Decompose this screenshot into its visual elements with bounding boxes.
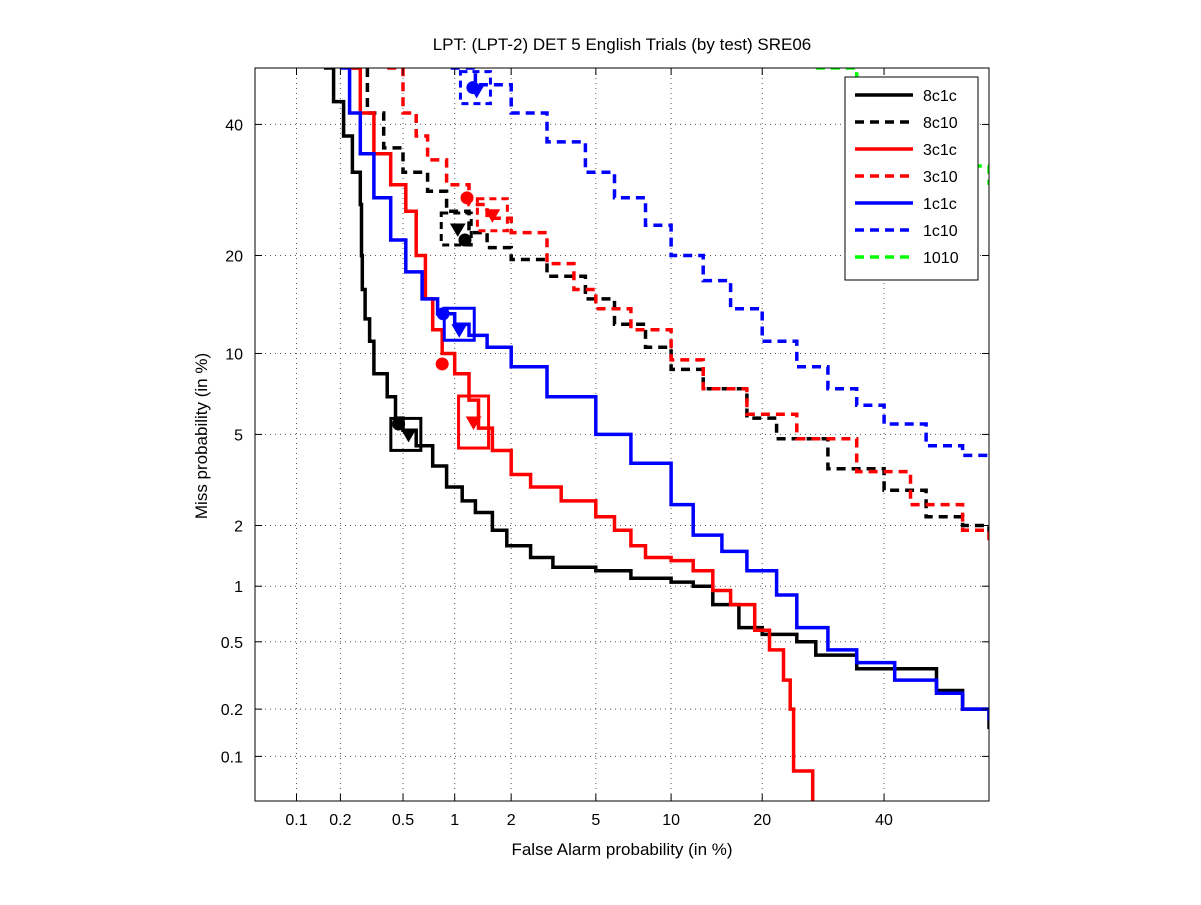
y-tick-label: 40 (225, 117, 243, 134)
legend-label-3c10: 3c10 (923, 169, 958, 186)
act-dcf-marker-1c1c (451, 324, 468, 338)
min-dcf-marker-8c10 (458, 233, 472, 247)
act-dcf-marker-1c10 (468, 84, 485, 99)
series-line-8c10 (352, 68, 989, 533)
act-dcf-marker-3c1c (465, 416, 482, 431)
axis-ticks: 0.1 0.2 0.5 1 2 5 10 20 40 0.1 0.2 0.5 1 2 5 10 20 40 (221, 68, 989, 829)
series-layer (323, 68, 989, 801)
legend-label-8c10: 8c10 (923, 115, 958, 132)
x-tick-label: 40 (875, 812, 893, 829)
legend-label-3c1c: 3c1c (923, 142, 957, 159)
legend-label-8c1c: 8c1c (923, 88, 957, 105)
act-dcf-marker-8c10 (449, 223, 466, 237)
series-line-1c10 (450, 68, 989, 458)
legend: 8c1c 8c10 3c1c 3c10 1c1c 1c10 1010 (844, 76, 979, 281)
dcf-box-3c1c (457, 394, 491, 450)
y-tick-label: 2 (234, 518, 243, 535)
y-tick-label: 20 (225, 248, 243, 265)
y-tick-label: 10 (225, 346, 243, 363)
x-tick-label: 5 (591, 812, 600, 829)
act-dcf-marker-3c10 (484, 209, 501, 223)
y-tick-label: 1 (234, 579, 243, 596)
chart-title: LPT: (LPT-2) DET 5 English Trials (by te… (433, 35, 812, 54)
series-line-1c1c (340, 68, 989, 721)
x-tick-label: 10 (662, 812, 680, 829)
legend-label-1010: 1010 (923, 250, 959, 267)
y-tick-label: 5 (234, 427, 243, 444)
y-tick-label: 0.2 (221, 702, 243, 719)
series-line-3c1c (349, 68, 815, 801)
grid-lines (255, 68, 989, 801)
min-dcf-marker-3c10 (460, 191, 474, 205)
x-tick-label: 0.1 (285, 812, 307, 829)
min-dcf-marker-3c1c (435, 357, 449, 371)
y-tick-label: 0.1 (221, 749, 243, 766)
dcf-box-1c10 (458, 70, 492, 106)
legend-label-1c1c: 1c1c (923, 196, 957, 213)
dcf-box-3c10 (475, 197, 509, 233)
dcf-box-8c1c (389, 416, 423, 452)
series-line-8c1c (323, 68, 989, 730)
act-dcf-marker-8c1c (400, 428, 417, 443)
x-tick-label: 2 (507, 812, 516, 829)
dcf-box-1c1c (442, 306, 476, 342)
x-tick-label: 20 (753, 812, 771, 829)
series-line-3c10 (387, 68, 989, 543)
x-tick-label: 0.5 (392, 812, 414, 829)
dcf-box-8c10 (439, 211, 473, 247)
x-tick-label: 0.2 (329, 812, 351, 829)
legend-label-1c10: 1c10 (923, 223, 958, 240)
x-axis-label: False Alarm probability (in %) (511, 840, 732, 859)
y-axis-label: Miss probability (in %) (192, 353, 211, 519)
legend-box (844, 76, 979, 281)
x-tick-label: 1 (450, 812, 459, 829)
y-tick-label: 0.5 (221, 635, 243, 652)
